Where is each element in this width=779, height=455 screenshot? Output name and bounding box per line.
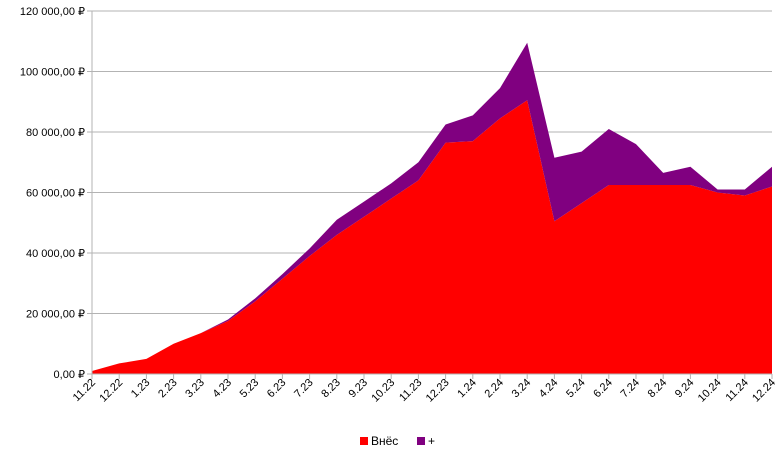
- axes: [87, 10, 773, 379]
- x-tick-label: 5.24: [564, 377, 588, 401]
- x-tick-label: 6.24: [591, 377, 615, 401]
- x-tick-label: 6.23: [265, 377, 289, 401]
- y-tick-label: 40 000,00 ₽: [26, 248, 85, 260]
- x-tick-label: 7.23: [292, 377, 316, 401]
- x-tick-label: 3.23: [183, 377, 207, 401]
- y-tick-label: 80 000,00 ₽: [26, 127, 85, 139]
- area-series: [92, 42, 772, 375]
- x-tick-labels: 11.22 12.22 1.23 2.23 3.23 4.23 5.23 6.23 7.23 8.…: [71, 377, 778, 405]
- x-tick-label: 9.23: [346, 377, 370, 401]
- legend-label-2: +: [428, 434, 435, 448]
- x-tick-label: 10.23: [369, 377, 397, 405]
- x-tick-label: 11.24: [724, 377, 751, 404]
- y-tick-label: 0,00 ₽: [54, 369, 85, 381]
- x-tick-label: 9.24: [673, 377, 697, 401]
- y-tick-labels: 0,00 ₽ 20 000,00 ₽ 40 000,00 ₽ 60 000,00 ₽ 8…: [20, 6, 85, 381]
- x-tick-label: 4.23: [210, 377, 234, 401]
- y-tick-label: 100 000,00 ₽: [20, 67, 85, 79]
- y-tick-label: 60 000,00 ₽: [26, 188, 85, 200]
- area-series-1: [92, 100, 772, 375]
- legend-swatch-2: [417, 437, 425, 445]
- x-tick-label: 3.24: [510, 377, 534, 401]
- x-tick-label: 12.22: [97, 377, 125, 405]
- x-tick-label: 11.23: [397, 377, 424, 404]
- x-tick-label: 12.23: [424, 377, 452, 405]
- x-tick-label: 8.24: [646, 377, 670, 401]
- x-tick-label: 4.24: [537, 377, 561, 401]
- x-tick-label: 2.24: [482, 377, 506, 401]
- x-tick-label: 2.23: [156, 377, 180, 401]
- x-tick-label: 7.24: [618, 377, 642, 401]
- x-tick-label: 12.24: [750, 377, 778, 405]
- legend: Внёс +: [360, 434, 435, 448]
- legend-label-1: Внёс: [371, 434, 398, 448]
- y-tick-label: 20 000,00 ₽: [26, 309, 85, 321]
- x-tick-label: 10.24: [696, 377, 724, 405]
- x-tick-label: 8.23: [319, 377, 343, 401]
- x-tick-label: 5.23: [238, 377, 262, 401]
- legend-swatch-1: [360, 437, 368, 445]
- y-tick-label: 120 000,00 ₽: [20, 6, 85, 18]
- x-tick-label: 1.23: [129, 377, 153, 401]
- x-tick-label: 1.24: [455, 377, 479, 401]
